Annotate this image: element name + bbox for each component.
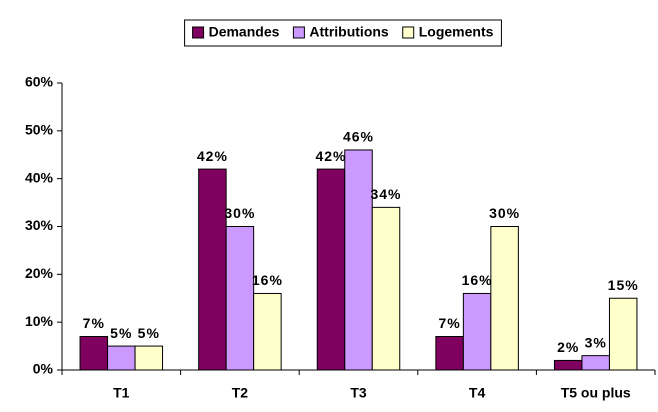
y-tick-label: 10% [25,313,54,329]
y-tick-label: 40% [25,169,54,185]
data-label: 5% [138,325,160,341]
bar [435,336,464,371]
legend-box [184,19,502,47]
data-label: 2% [557,339,579,355]
y-tick-label: 0% [33,361,54,377]
bar [253,292,282,371]
x-tick-label: T1 [113,385,130,401]
y-tick-label: 50% [25,122,54,138]
bar [608,297,638,371]
legend-swatch [292,26,305,39]
y-tick-label: 20% [25,265,54,281]
data-label: 42% [315,148,346,164]
data-label: 7% [83,315,105,331]
bar [225,226,255,371]
x-tick-label: T4 [469,385,486,401]
bar [553,359,583,371]
bar [371,206,401,371]
data-label: 30% [489,205,520,221]
data-label: 15% [608,277,639,293]
y-tick-label: 60% [25,74,54,90]
data-label: 46% [343,129,374,145]
legend-swatch [192,26,205,39]
data-label: 30% [224,205,255,221]
data-label: 42% [197,148,228,164]
data-label: 16% [252,272,283,288]
legend-label: Attributions [309,24,389,40]
data-label: 16% [462,272,493,288]
bar [462,292,492,371]
legend-swatch [402,26,415,39]
data-label: 34% [370,186,401,202]
x-tick-label: T2 [232,385,249,401]
data-label: 7% [438,315,460,331]
y-tick-label: 30% [25,217,54,233]
bar [316,168,346,371]
bar [344,149,373,371]
bar [198,168,227,371]
data-label: 5% [110,325,132,341]
x-tick-label: T3 [350,385,367,401]
bar [134,345,164,371]
legend-label: Logements [419,24,494,40]
x-tick-label: T5 ou plus [561,385,631,401]
data-label: 3% [585,334,607,350]
bar [79,336,109,371]
bar [107,345,136,371]
bar [581,355,610,371]
legend-label: Demandes [209,24,280,40]
bar [490,226,519,371]
